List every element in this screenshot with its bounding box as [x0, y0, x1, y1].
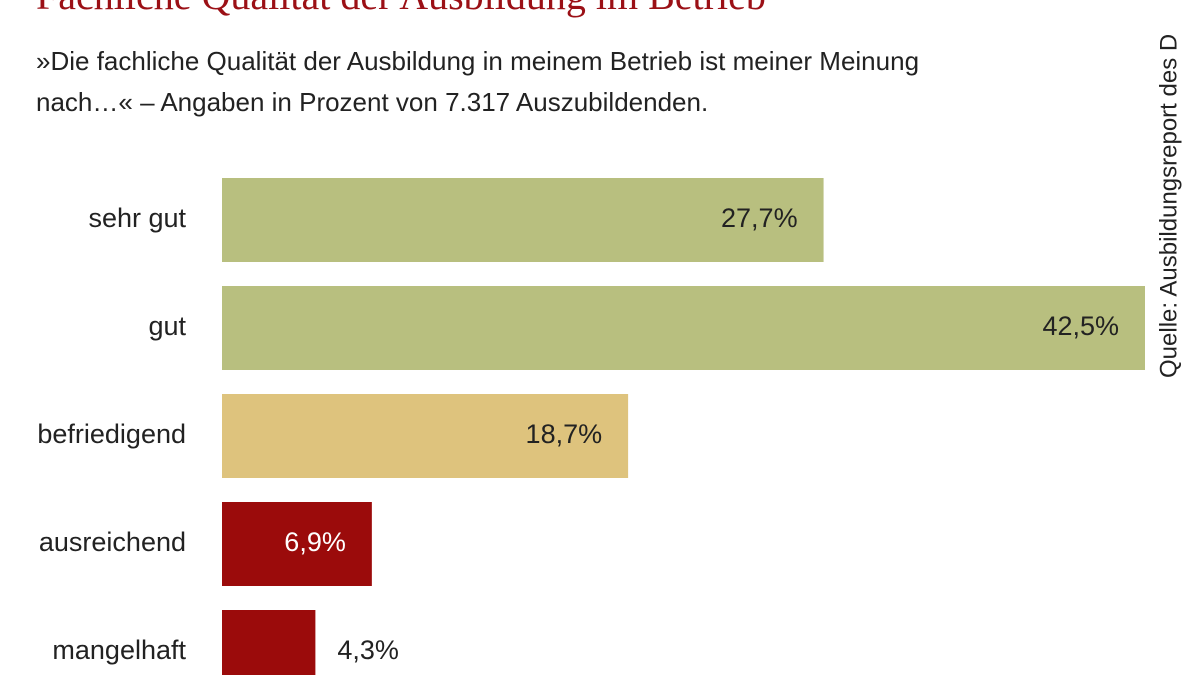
y-tick-label: sehr gut	[88, 203, 186, 233]
source: Quelle: Ausbildungsreport des D	[1155, 34, 1182, 378]
data-label: 27,7%	[721, 203, 798, 233]
y-tick-label: befriedigend	[37, 419, 186, 449]
bar	[222, 610, 316, 675]
subtitle: »Die fachliche Qualität der Ausbildung i…	[36, 46, 919, 76]
bar	[222, 394, 629, 478]
chart-title: Fachliche Qualität der Ausbildung im Bet…	[36, 0, 766, 18]
y-tick-label: gut	[148, 311, 186, 341]
bar	[222, 286, 1145, 370]
y-tick-label: mangelhaft	[52, 635, 186, 665]
data-label: 18,7%	[526, 419, 603, 449]
data-label: 42,5%	[1042, 311, 1119, 341]
bar	[222, 502, 372, 586]
data-label: 4,3%	[337, 635, 399, 665]
data-label: 6,9%	[284, 527, 346, 557]
subtitle: nach…« – Angaben in Prozent von 7.317 Au…	[36, 87, 708, 117]
bar	[222, 178, 824, 262]
y-tick-label: ausreichend	[39, 527, 186, 557]
